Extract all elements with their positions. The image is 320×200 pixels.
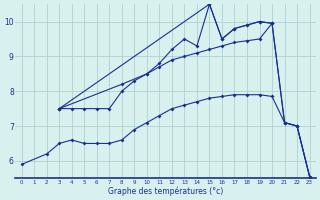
X-axis label: Graphe des températures (°c): Graphe des températures (°c) <box>108 186 223 196</box>
